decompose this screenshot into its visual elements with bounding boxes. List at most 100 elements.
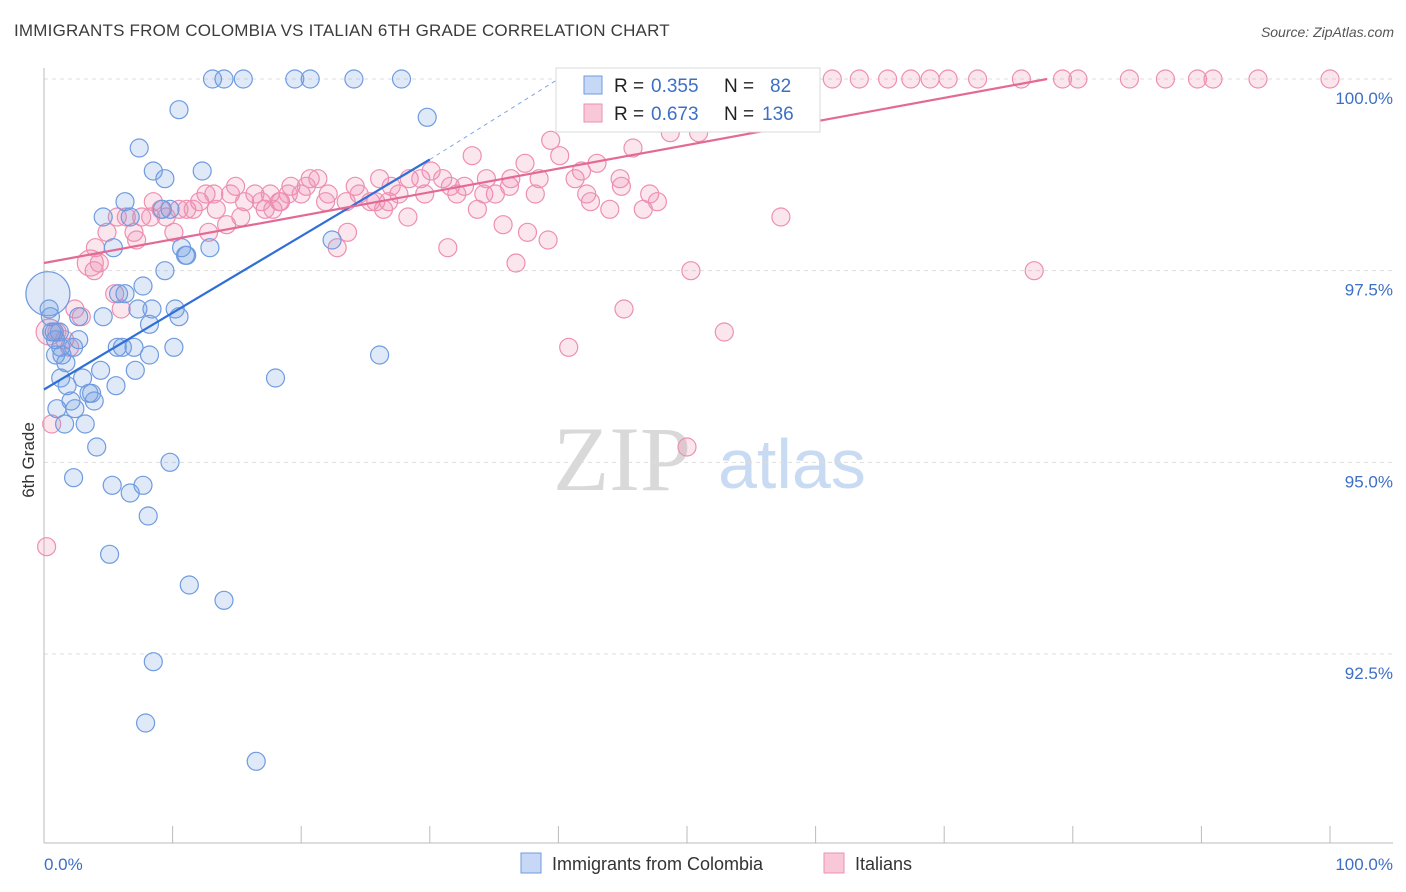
point-colombia: [120, 483, 140, 503]
point-italians: [771, 207, 791, 227]
point-italians: [308, 169, 328, 189]
point-italians: [529, 169, 549, 189]
point-italians: [1024, 261, 1044, 281]
trendline-colombia: [43, 158, 431, 391]
stats-legend: R = 0.355 N = 82 R = 0.673 N = 136: [555, 67, 821, 133]
stats-swatch-italians: [583, 103, 603, 123]
point-italians: [36, 537, 57, 557]
trendline-italians: [43, 77, 1048, 265]
point-italians: [245, 184, 265, 204]
point-italians: [438, 238, 458, 258]
point-colombia: [136, 713, 156, 733]
point-colombia: [233, 69, 253, 89]
point-colombia: [179, 575, 199, 595]
trendlines: [43, 77, 1048, 391]
x-tick-label-max: 100.0%: [1335, 855, 1393, 874]
bottom-legend: Immigrants from Colombia Italians: [520, 852, 912, 874]
point-colombia: [155, 169, 175, 189]
point-colombia: [139, 345, 160, 365]
legend-swatch-colombia: [520, 852, 542, 874]
point-colombia: [63, 468, 84, 488]
point-italians: [337, 222, 358, 242]
point-colombia: [391, 69, 412, 89]
point-colombia: [192, 161, 212, 181]
point-italians: [1155, 69, 1176, 89]
point-colombia: [90, 360, 111, 380]
point-colombia: [108, 284, 129, 304]
point-italians: [398, 207, 418, 227]
y-tick-label: 97.5%: [1345, 281, 1393, 300]
source-label: Source: ZipAtlas.com: [1260, 24, 1394, 40]
point-colombia: [417, 107, 437, 127]
point-italians: [183, 199, 203, 219]
point-colombia: [61, 391, 81, 411]
point-italians: [967, 69, 988, 89]
point-colombia: [370, 345, 390, 365]
point-colombia: [93, 207, 113, 227]
point-italians: [1203, 69, 1223, 89]
point-colombia: [25, 271, 71, 317]
point-italians: [1248, 69, 1268, 89]
point-italians: [938, 69, 958, 89]
point-italians: [296, 176, 316, 196]
point-italians: [1068, 69, 1088, 89]
y-tick-label: 92.5%: [1345, 664, 1393, 683]
stats-r-value-colombia: 0.355: [651, 76, 699, 97]
point-colombia: [155, 261, 175, 281]
point-italians: [541, 130, 561, 150]
point-colombia: [93, 307, 113, 327]
point-italians: [677, 437, 697, 457]
stats-n-label-italians: N =: [724, 104, 754, 125]
point-colombia: [169, 100, 189, 120]
grid: [44, 78, 1393, 655]
y-tick-label: 100.0%: [1335, 89, 1393, 108]
point-italians: [610, 169, 630, 189]
point-colombia: [56, 353, 76, 373]
point-colombia: [102, 475, 122, 495]
point-italians: [196, 184, 216, 204]
point-colombia: [99, 544, 120, 564]
point-italians: [164, 222, 184, 242]
point-colombia: [106, 376, 126, 396]
point-colombia: [115, 284, 135, 304]
point-colombia: [69, 330, 89, 350]
watermark-zip: ZIP: [553, 408, 691, 510]
point-italians: [506, 253, 526, 273]
point-italians: [1119, 69, 1140, 89]
point-colombia: [214, 69, 234, 89]
point-colombia: [133, 276, 153, 296]
y-axis-label: 6th Grade: [19, 422, 38, 498]
point-italians: [714, 322, 734, 342]
point-colombia: [54, 414, 75, 434]
point-italians: [647, 192, 668, 212]
point-colombia: [143, 652, 163, 672]
point-italians: [349, 184, 369, 204]
point-colombia: [344, 69, 364, 89]
chart-title: IMMIGRANTS FROM COLOMBIA VS ITALIAN 6TH …: [14, 21, 670, 40]
point-italians: [499, 176, 520, 196]
point-italians: [370, 169, 390, 189]
y-tick-label: 95.0%: [1345, 472, 1393, 491]
point-colombia: [142, 299, 162, 319]
point-colombia: [103, 238, 124, 258]
point-colombia: [200, 238, 220, 258]
stats-n-value-colombia: 82: [770, 76, 791, 97]
point-italians: [206, 199, 226, 219]
point-colombia: [169, 307, 189, 327]
point-colombia: [40, 307, 61, 327]
point-italians: [1052, 69, 1073, 89]
point-italians: [281, 176, 301, 196]
trendline-colombia-extension: [429, 78, 559, 160]
point-colombia: [152, 199, 172, 219]
legend-label-italians: Italians: [855, 854, 912, 874]
point-italians: [611, 176, 632, 196]
point-colombia: [214, 590, 234, 610]
point-colombia: [125, 360, 145, 380]
point-italians: [640, 184, 660, 204]
point-italians: [1320, 69, 1340, 89]
point-italians: [447, 184, 467, 204]
point-colombia: [265, 368, 286, 388]
stats-r-value-italians: 0.673: [651, 104, 699, 125]
point-italians: [474, 184, 494, 204]
point-italians: [1187, 69, 1208, 89]
